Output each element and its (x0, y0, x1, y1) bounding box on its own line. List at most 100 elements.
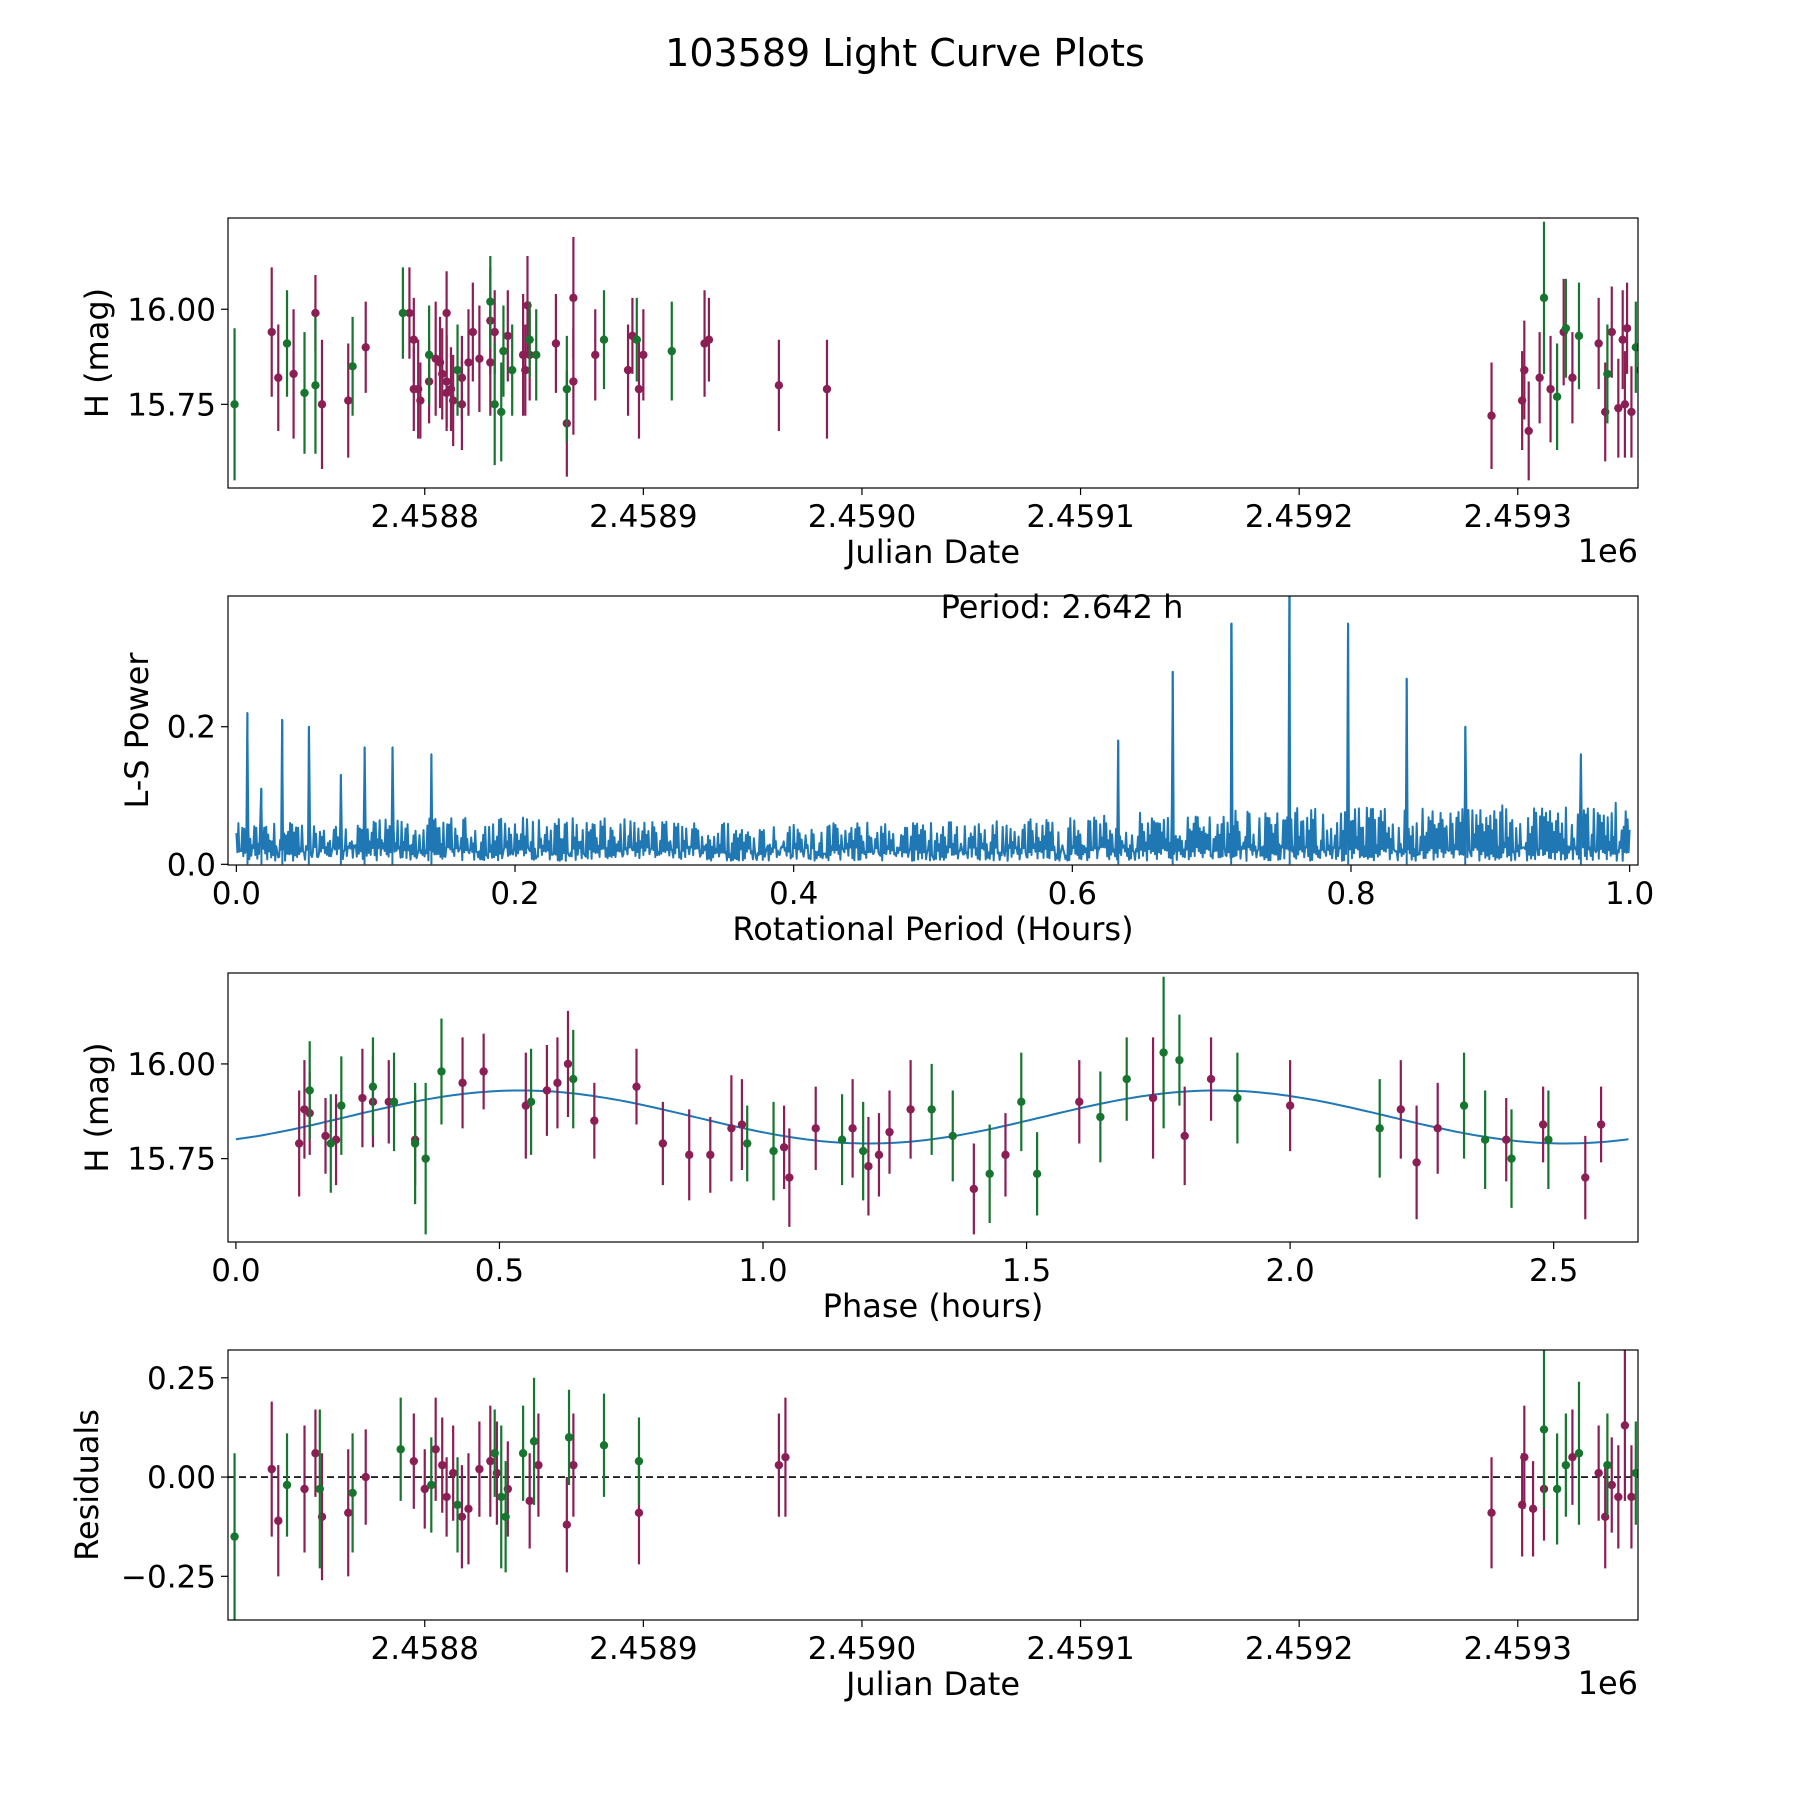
periodogram-xtick-label: 0.2 (490, 876, 539, 912)
periodogram-axes-frame (227, 595, 1639, 866)
phased-panel: 0.0 0.5 1.0 1.5 2.0 2.5 15.75 16.00 Phase (hours… (78, 972, 1639, 1325)
lightcurve-data-point (361, 343, 370, 352)
lightcurve-data-point (490, 400, 499, 409)
residuals-data-point (1603, 1460, 1612, 1470)
phased-data-point (1206, 1074, 1216, 1084)
lightcurve-data-point (1614, 403, 1623, 413)
phased-data-point (358, 1093, 367, 1103)
residuals-data-point (1539, 1425, 1549, 1434)
lightcurve-data-point (348, 362, 357, 371)
phased-data-point (321, 1131, 330, 1141)
lightcurve-data-point (507, 365, 517, 375)
periodogram-ylabel: L-S Power (118, 652, 156, 809)
lightcurve-data-point (1603, 369, 1612, 379)
residuals-data-point (1607, 1480, 1616, 1490)
residuals-data-point (486, 1456, 495, 1466)
lightcurve-data-point (1627, 407, 1636, 417)
residuals-data-point (344, 1508, 353, 1517)
lightcurve-xtick-label: 2.4590 (808, 499, 916, 535)
phased-data-point (569, 1074, 578, 1084)
residuals-data-point (348, 1488, 357, 1498)
phased-xtick-label: 2.5 (1529, 1253, 1578, 1289)
lightcurve-data-point (311, 308, 320, 318)
lightcurve-data-point (438, 369, 447, 379)
lightcurve-data-point (468, 327, 478, 337)
phased-xlabel: Phase (hours) (823, 1287, 1044, 1325)
lightcurve-data-point (282, 339, 292, 348)
periodogram-xtick-label: 0.4 (769, 876, 818, 912)
phased-data-point (632, 1082, 641, 1091)
lightcurve-data-point (1618, 335, 1627, 344)
phased-data-point (811, 1124, 820, 1133)
residuals-data-point (1614, 1492, 1623, 1502)
phased-data-point (1544, 1135, 1553, 1144)
phased-data-point (410, 1139, 420, 1148)
residuals-data-point (409, 1456, 419, 1466)
lightcurve-data-point (1635, 366, 1638, 374)
phased-data-point (1480, 1135, 1490, 1144)
phased-data-point (337, 1101, 346, 1110)
lightcurve-data-point (591, 350, 600, 360)
residuals-xtick-label: 2.4590 (808, 1631, 916, 1667)
lightcurve-data-point (267, 327, 276, 337)
lightcurve-data-point (632, 335, 641, 344)
lightcurve-xtick-label: 2.4593 (1464, 499, 1572, 535)
residuals-data-point (1620, 1421, 1630, 1430)
residuals-data-point (274, 1516, 283, 1525)
phased-data-point (1396, 1105, 1406, 1114)
lightcurve-data-point (442, 308, 451, 318)
residuals-data-point (518, 1449, 528, 1458)
residuals-xlabel: Julian Date (844, 1665, 1020, 1703)
residuals-data-point (562, 1520, 572, 1529)
residuals-data-point (475, 1464, 484, 1474)
periodogram-xlabel: Rotational Period (Hours) (732, 910, 1133, 948)
phased-data-point (526, 1097, 536, 1107)
phased-data-point (590, 1116, 599, 1125)
phased-data-point (948, 1131, 957, 1141)
lightcurve-data-point (562, 384, 572, 394)
residuals-xtick-label: 2.4589 (589, 1631, 697, 1667)
phased-data-point (553, 1078, 562, 1088)
lightcurve-data-point (464, 358, 473, 367)
lightcurve-data-point (525, 335, 534, 344)
lightcurve-xtick-label: 2.4589 (589, 499, 697, 535)
lightcurve-data-point (405, 308, 414, 318)
lightcurve-data-point (413, 384, 423, 394)
periodogram-xtick-label: 0.6 (1048, 876, 1097, 912)
phased-data-point (858, 1146, 868, 1156)
lightcurve-x-offset-label: 1e6 (1578, 532, 1638, 570)
phased-plot-area (235, 976, 1629, 1235)
phased-data-point (1148, 1093, 1158, 1103)
residuals-data-point (1561, 1460, 1571, 1470)
residuals-ytick-label: 0.00 (147, 1460, 216, 1496)
phased-data-point (837, 1135, 847, 1144)
phased-data-point (326, 1139, 335, 1148)
lightcurve-data-point (503, 331, 513, 341)
lightcurve-data-point (274, 373, 283, 382)
phased-data-point (685, 1150, 694, 1160)
lightcurve-data-point (1552, 392, 1562, 401)
phased-data-point (1032, 1169, 1042, 1179)
lightcurve-data-point (499, 346, 508, 356)
residuals-data-point (1574, 1449, 1584, 1458)
phased-data-point (1233, 1093, 1242, 1103)
residuals-data-point (525, 1496, 534, 1506)
residuals-data-point (420, 1484, 429, 1494)
periodogram-power-curve (235, 596, 1631, 862)
residuals-axes-frame (227, 1349, 1639, 1621)
phased-data-point (1096, 1112, 1105, 1122)
residuals-data-point (361, 1472, 370, 1482)
lightcurve-data-point (300, 388, 309, 398)
periodogram-annotation: Period: 2.642 h (941, 588, 1184, 626)
residuals-ylabel: Residuals (68, 1409, 106, 1561)
lightcurve-data-point (1520, 365, 1529, 375)
residuals-data-point (529, 1437, 539, 1446)
residuals-data-point (501, 1512, 510, 1521)
lightcurve-data-point (667, 346, 676, 356)
phased-data-point (1075, 1097, 1084, 1107)
phased-data-point (479, 1067, 488, 1076)
phased-data-point (906, 1105, 915, 1114)
lightcurve-series-filter_b (230, 221, 1638, 481)
lightcurve-data-point (1546, 384, 1555, 394)
phased-data-point (437, 1067, 446, 1076)
